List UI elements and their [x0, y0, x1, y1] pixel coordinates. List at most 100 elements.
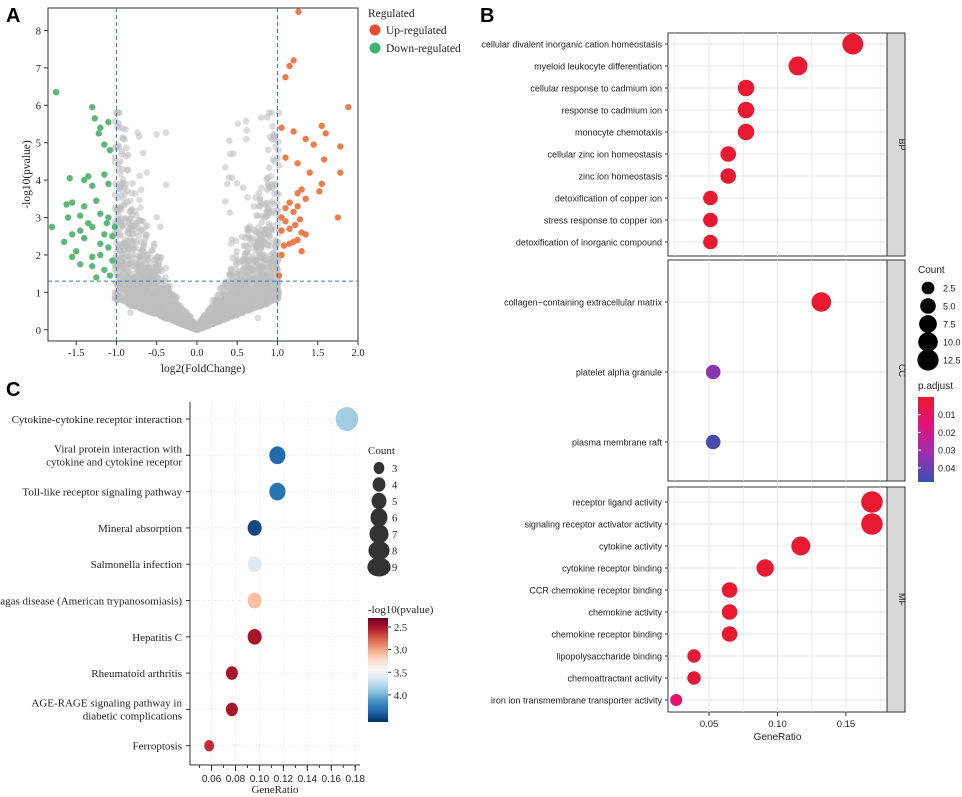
term-dot	[268, 481, 287, 502]
go-dotplot: cellular divalent inorganic cation homeo…	[481, 32, 961, 743]
term-dot	[225, 701, 239, 718]
ns-point	[143, 251, 151, 258]
size-legend-dot	[921, 281, 935, 295]
ns-point	[236, 309, 244, 317]
term-label: Ferroptosis	[133, 741, 183, 753]
ns-point	[236, 275, 243, 282]
ns-point	[116, 185, 124, 193]
ns-point	[233, 270, 240, 278]
up-regulated-point	[286, 199, 293, 206]
panel-b-label: B	[480, 5, 494, 27]
ns-point	[262, 275, 270, 282]
term-label: cellular response to cadmium ion	[530, 84, 662, 94]
ns-point	[222, 312, 229, 320]
ns-point	[266, 231, 273, 239]
term-dot	[705, 364, 721, 380]
size-legend-label: 8	[392, 547, 397, 558]
color-legend-label: 3.5	[394, 668, 407, 679]
down-regulated-point	[85, 219, 92, 227]
ns-point	[254, 314, 262, 322]
term-label: Mineral absorption	[98, 523, 183, 535]
term-label: Chagas disease (American trypanosomiasis…	[0, 596, 182, 608]
ns-point	[267, 242, 274, 250]
ns-point	[130, 254, 138, 261]
ns-point	[237, 286, 245, 293]
kegg-dotplot: Cytokine-cytokine receptor interaction Vi…	[0, 402, 434, 796]
term-label: cellular zinc ion homeostasis	[547, 150, 662, 160]
down-regulated-point	[105, 118, 112, 126]
x-tick-label: 0.10	[768, 719, 787, 730]
ns-point	[248, 304, 255, 312]
term-dot	[737, 79, 755, 97]
color-legend-bar	[368, 618, 388, 722]
ns-point	[242, 242, 250, 250]
up-regulated-point	[318, 122, 325, 130]
ns-point	[232, 252, 240, 260]
x-tick-label: 0.08	[226, 774, 246, 785]
down-regulated-point	[97, 124, 104, 131]
term-label: Rheumatoid arthritis	[91, 668, 182, 680]
ns-point	[238, 233, 246, 241]
term-label: Toll-like receptor signaling pathway	[22, 487, 182, 499]
ns-point	[240, 304, 248, 311]
down-regulated-point	[91, 115, 98, 122]
up-regulated-point	[294, 160, 301, 167]
ns-point	[186, 322, 194, 330]
down-regulated-point	[63, 201, 70, 208]
down-regulated-point	[97, 240, 104, 247]
term-dot	[225, 665, 239, 681]
term-dot	[756, 559, 774, 577]
ns-point	[139, 149, 147, 157]
ns-point	[158, 292, 166, 299]
panel-c-label: C	[6, 379, 20, 401]
down-regulated-point	[77, 212, 84, 219]
ns-point	[267, 172, 275, 180]
up-regulated-point	[298, 186, 305, 193]
x-tick-label: -1.5	[68, 348, 85, 359]
ns-point	[268, 294, 276, 301]
ns-point	[158, 267, 166, 275]
term-label: signaling receptor activator activity	[524, 520, 662, 530]
size-legend-dot	[919, 315, 937, 333]
ns-point	[162, 313, 169, 320]
color-legend-label: 0.04	[938, 463, 956, 473]
ns-point	[251, 228, 258, 235]
up-regulated-point	[306, 169, 313, 176]
ns-point	[116, 232, 123, 240]
term-label: receptor ligand activity	[572, 498, 662, 508]
ns-point	[239, 184, 247, 192]
ns-point	[264, 282, 271, 289]
down-regulated-point	[60, 238, 68, 246]
ns-point	[244, 194, 251, 201]
ns-point	[198, 322, 206, 330]
term-dot	[788, 56, 808, 76]
ns-point	[243, 135, 250, 143]
down-regulated-point	[81, 203, 88, 210]
ns-point	[143, 231, 150, 238]
up-regulated-point	[286, 225, 293, 232]
ns-point	[163, 303, 170, 311]
color-legend-label: 0.03	[938, 446, 956, 456]
down-regulated-point	[101, 171, 108, 178]
ns-point	[226, 137, 233, 145]
term-dot	[687, 649, 701, 663]
ns-point	[274, 206, 282, 214]
up-regulated-point	[334, 214, 342, 221]
y-tick-label: 5	[36, 139, 41, 150]
y-tick-label: 7	[36, 64, 41, 75]
term-label: CCR chemokine receptor binding	[529, 586, 662, 596]
size-legend-label: 4	[392, 481, 398, 492]
ns-point	[234, 120, 242, 127]
ns-point	[233, 247, 240, 255]
term-label: chemokine receptor binding	[551, 630, 662, 640]
facet-strip-label: BP	[897, 138, 907, 150]
down-regulated-point	[68, 231, 76, 238]
size-legend-dot	[917, 349, 939, 371]
ns-point	[274, 283, 282, 291]
ns-point	[255, 262, 263, 270]
ns-point	[141, 239, 148, 247]
size-legend-label: 7	[392, 530, 397, 541]
ns-point	[222, 164, 229, 171]
ns-point	[244, 225, 251, 232]
ns-point	[137, 253, 145, 260]
